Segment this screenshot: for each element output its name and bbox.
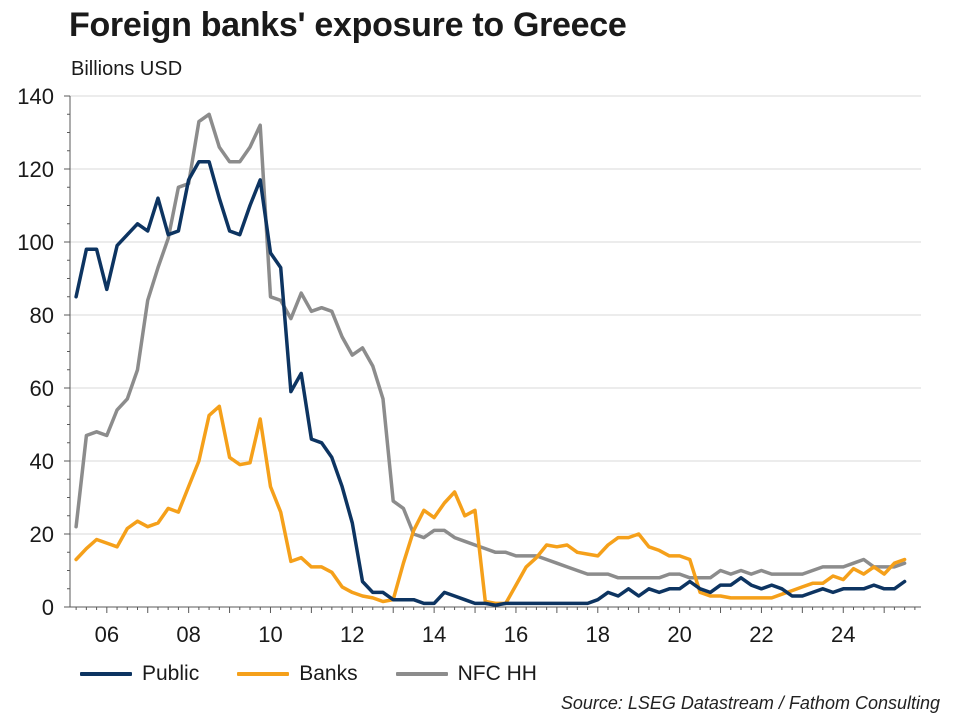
x-tick-label: 06 [95,622,119,647]
series-line-nfc-hh [74,112,907,580]
x-tick-label: 08 [176,622,200,647]
x-tick-label: 14 [422,622,446,647]
source-note: Source: LSEG Datastream / Fathom Consult… [560,693,940,713]
legend-label-public: Public [142,662,200,685]
series-lines [74,112,907,607]
y-tick-label: 140 [17,84,54,109]
legend-swatch-banks [237,672,290,676]
chart-title: Foreign banks' exposure to Greece [69,6,627,44]
series-line-public [74,159,907,607]
legend: Public Banks NFC HH [80,660,575,688]
legend-swatch-nfc-hh [395,672,448,676]
legend-item-nfc-hh[interactable]: NFC HH [395,662,537,686]
y-tick-label: 100 [17,230,54,255]
x-tick-label: 22 [749,622,773,647]
legend-label-banks: Banks [299,662,358,685]
y-tick-label: 40 [30,449,54,474]
x-tick-label: 16 [504,622,528,647]
y-tick-label: 0 [42,595,54,620]
y-axis-unit-label: Billions USD [71,58,183,80]
legend-label-nfc-hh: NFC HH [457,662,537,685]
x-tick-label: 12 [340,622,364,647]
legend-swatch-public [80,672,132,676]
y-tick-label: 80 [30,303,54,328]
axes [64,95,921,613]
y-tick-label: 20 [30,522,54,547]
x-tick-label: 18 [586,622,610,647]
y-tick-label: 60 [30,376,54,401]
x-tick-label: 24 [831,622,855,647]
tick-labels: 0 20 40 60 80 100 120 140 06 08 10 12 14 16 18 20 22 24 [17,84,855,647]
y-tick-label: 120 [17,157,54,182]
x-tick-label: 20 [667,622,691,647]
series-line-banks [74,404,907,606]
x-tick-label: 10 [258,622,282,647]
legend-item-banks[interactable]: Banks [237,662,358,686]
legend-item-public[interactable]: Public [80,662,199,686]
